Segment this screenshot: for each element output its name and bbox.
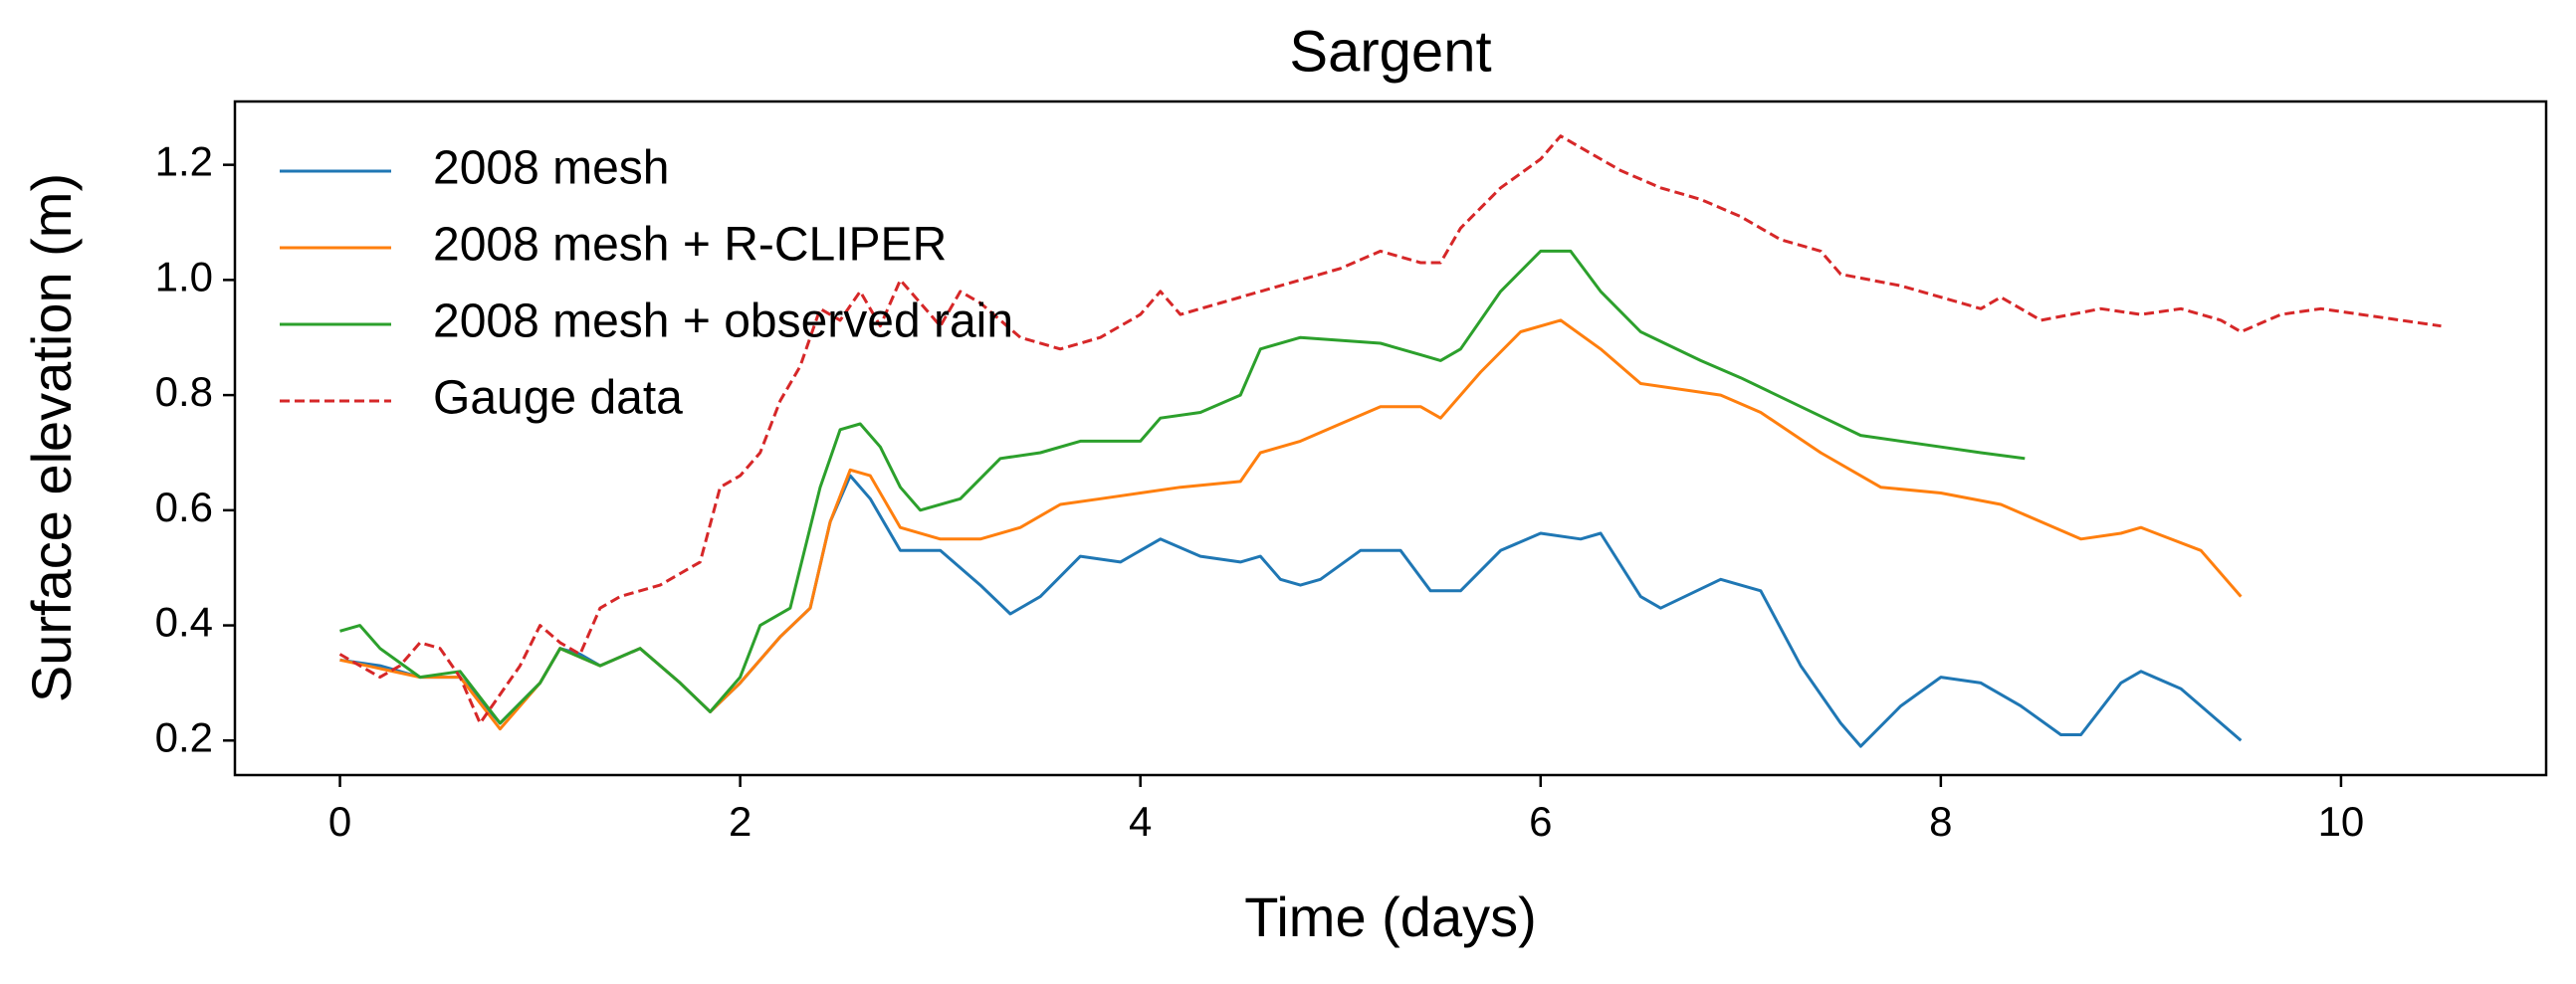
x-tick-label: 6 <box>1529 798 1552 845</box>
plot-frame <box>233 99 2548 777</box>
x-tick-label: 10 <box>2318 798 2365 845</box>
legend-label: 2008 mesh + observed rain <box>433 295 1013 348</box>
series-line <box>339 249 2026 725</box>
y-tick-label: 0.4 <box>155 599 213 646</box>
x-tick-label: 4 <box>1129 798 1152 845</box>
x-tick-label: 0 <box>328 798 351 845</box>
series-line <box>339 474 2243 748</box>
x-axis-label: Time (days) <box>1244 886 1537 948</box>
series-line <box>338 134 2442 725</box>
y-tick-label: 0.6 <box>155 484 213 530</box>
chart-title: Sargent <box>1289 19 1491 84</box>
y-tick-label: 0.8 <box>155 368 213 415</box>
x-tick-label: 8 <box>1929 798 1952 845</box>
legend-label: 2008 mesh + R-CLIPER <box>433 219 947 272</box>
y-tick-label: 1.0 <box>155 253 213 299</box>
legend-label: Gauge data <box>433 372 683 425</box>
legend-label: 2008 mesh <box>433 142 670 195</box>
y-tick-label: 1.2 <box>155 138 213 185</box>
y-tick-label: 0.2 <box>155 713 213 760</box>
x-tick-label: 2 <box>729 798 751 845</box>
y-axis-label: Surface elevation (m) <box>20 173 83 702</box>
